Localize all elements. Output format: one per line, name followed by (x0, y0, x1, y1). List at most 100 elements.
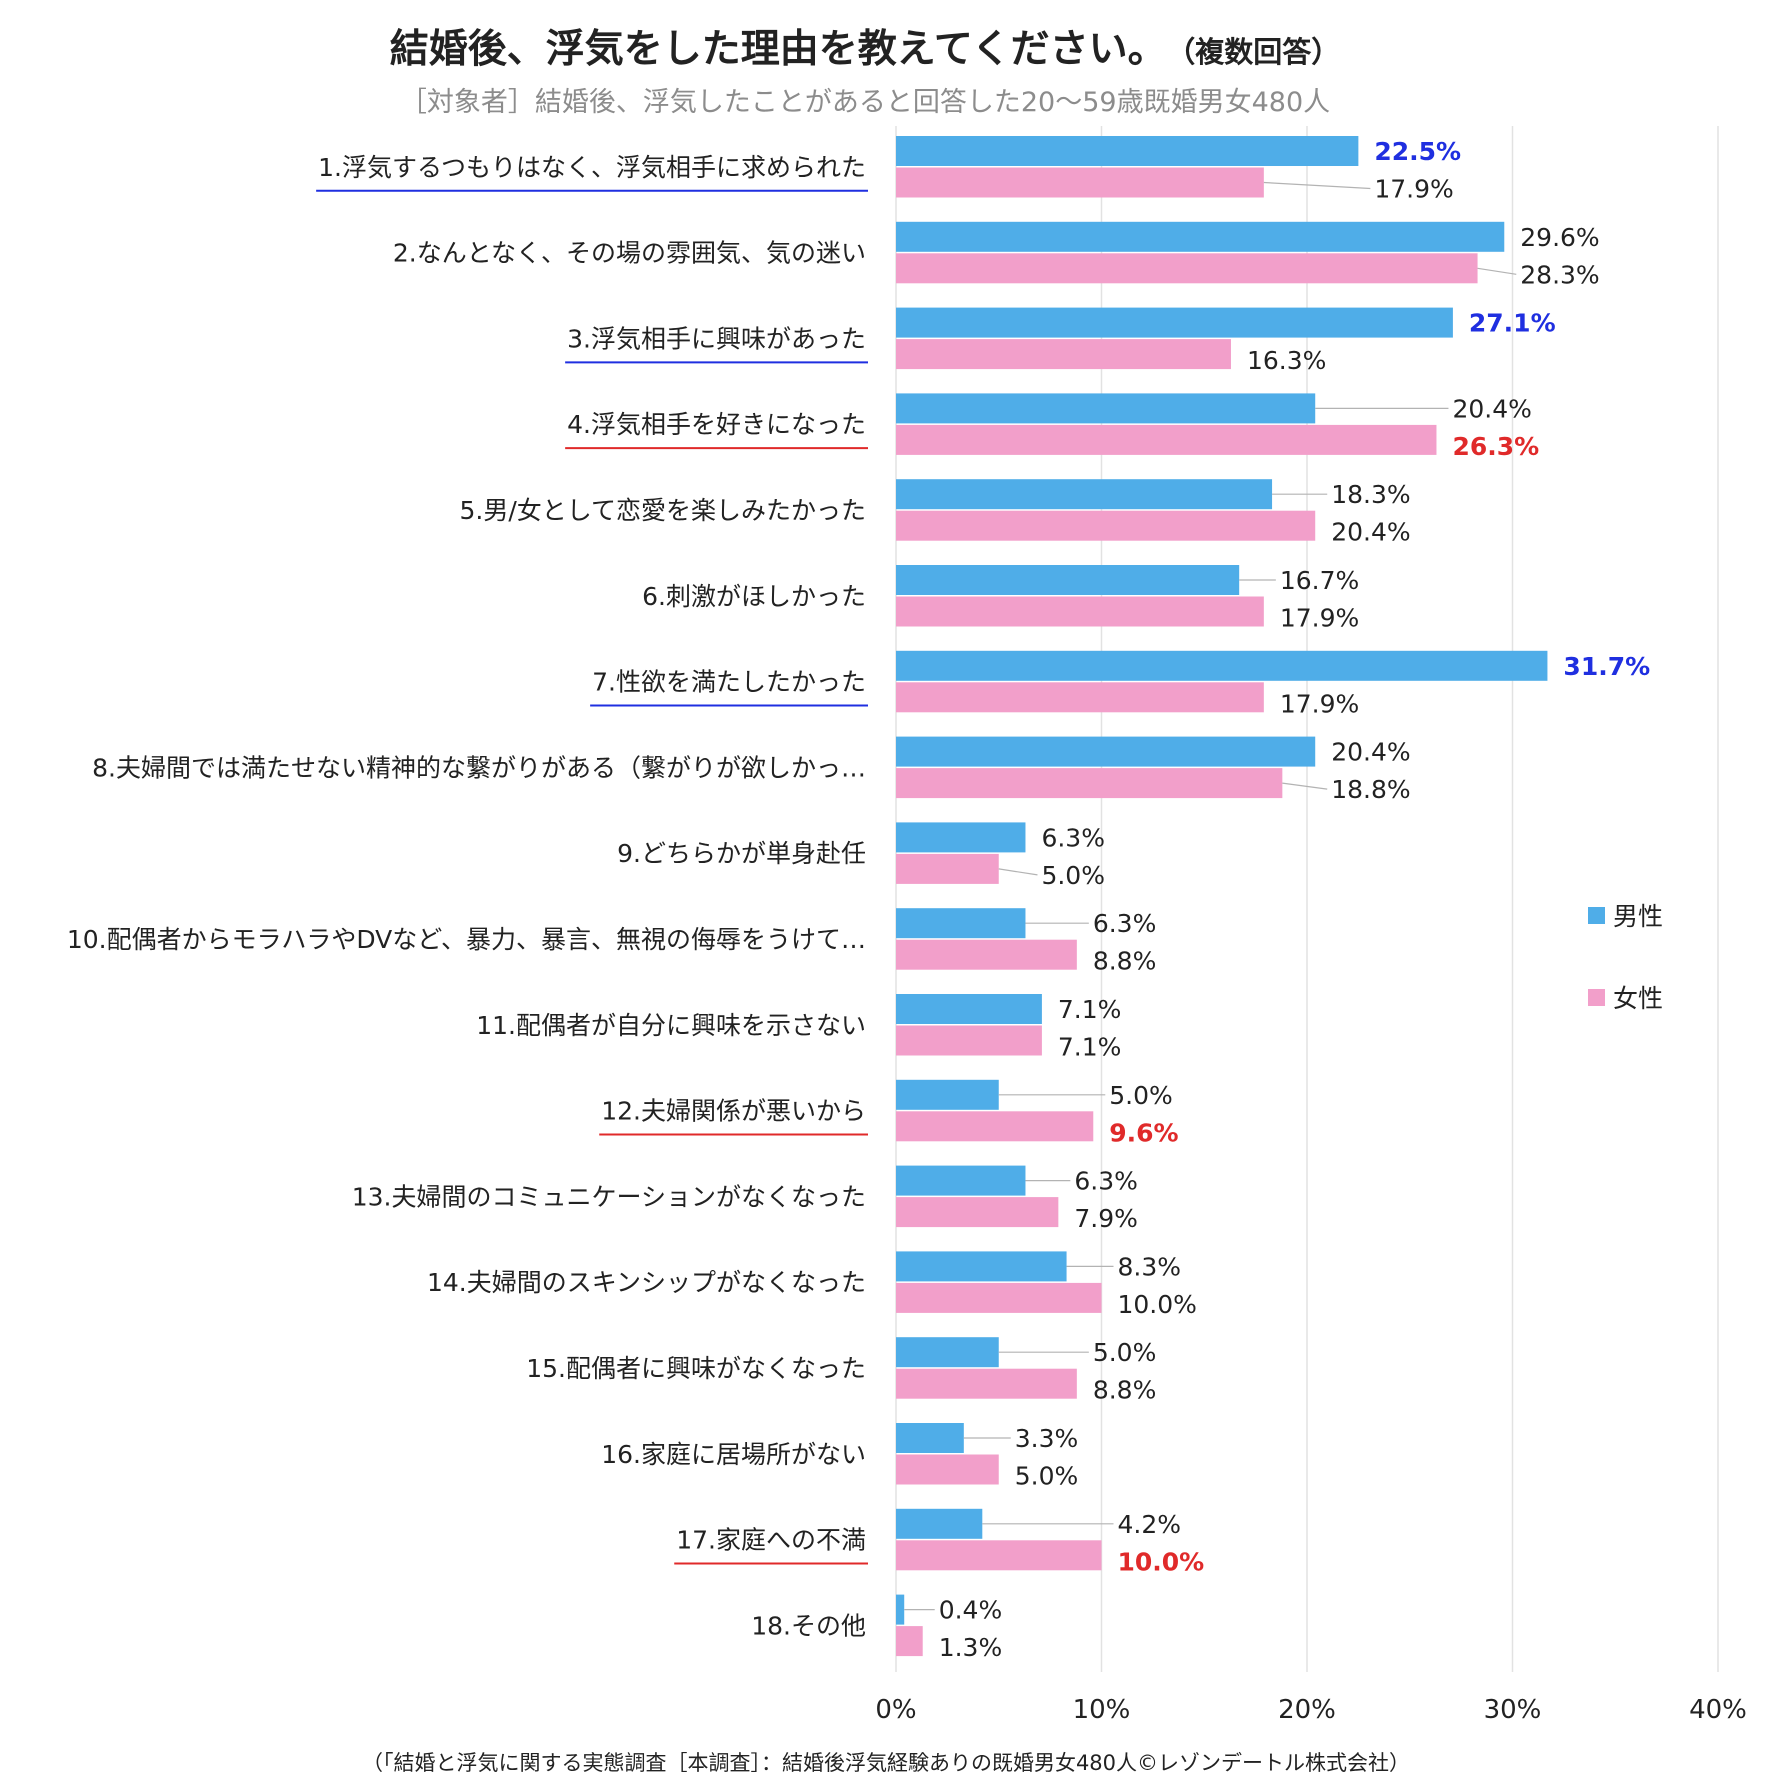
data-label-female: 17.9% (1280, 604, 1359, 633)
category-label: 16.家庭に居場所がない (601, 1440, 866, 1469)
legend-label-female: 女性 (1613, 984, 1664, 1013)
bar-female (896, 1197, 1059, 1228)
bar-male (896, 1165, 1026, 1196)
data-label-female: 18.8% (1331, 775, 1410, 804)
bar-female (896, 253, 1478, 284)
x-tick-label: 30% (1484, 1695, 1542, 1725)
category-label: 10.配偶者からモラハラやDVなど、暴力、暴言、無視の侮辱をうけて… (67, 925, 866, 954)
bar-female (896, 853, 999, 884)
category-label: 3.浮気相手に興味があった (567, 324, 866, 353)
category-label: 2.なんとなく、その場の雰囲気、気の迷い (393, 239, 866, 268)
bar-female (896, 1454, 999, 1485)
data-label-male: 6.3% (1074, 1167, 1138, 1196)
bar-female (896, 339, 1231, 370)
data-label-female: 8.8% (1093, 1376, 1157, 1405)
bar-male (896, 1079, 999, 1110)
legend-item-male: 男性 (1588, 900, 1664, 931)
bar-female (896, 424, 1437, 455)
bar-male (896, 479, 1273, 510)
chart-title-note: （複数回答） (1180, 35, 1341, 69)
data-label-male: 5.0% (1093, 1338, 1157, 1367)
bar-male (896, 994, 1042, 1024)
data-label-female: 8.8% (1093, 947, 1157, 976)
data-label-male: 29.6% (1520, 223, 1599, 252)
bar-male (896, 1337, 999, 1368)
bar-male (896, 393, 1316, 424)
bar-female (896, 1025, 1042, 1056)
data-label-male: 8.3% (1118, 1252, 1182, 1281)
data-label-male: 18.3% (1331, 480, 1410, 509)
category-label: 4.浮気相手を好きになった (567, 410, 866, 439)
category-label: 17.家庭への不満 (676, 1526, 866, 1555)
x-tick-label: 0% (875, 1695, 916, 1725)
category-label: 5.男/女として恋愛を楽しみたかった (459, 496, 866, 525)
data-label-male: 31.7% (1563, 652, 1650, 681)
data-label-male: 27.1% (1469, 309, 1556, 338)
category-label: 18.その他 (751, 1611, 866, 1640)
chart-title: 結婚後、浮気をした理由を教えてください。 （複数回答） (0, 18, 1730, 74)
category-label: 13.夫婦間のコミュニケーションがなくなった (352, 1182, 866, 1211)
bar-female (896, 1282, 1102, 1313)
bar-female (896, 596, 1264, 627)
data-label-male: 0.4% (939, 1596, 1003, 1625)
bar-male (896, 136, 1359, 166)
bar-male (896, 1594, 905, 1625)
category-label: 8.夫婦間では満たせない精神的な繋がりがある（繋がりが欲しかっ… (92, 753, 866, 782)
bar-male (896, 1423, 964, 1453)
bar-male (896, 1251, 1067, 1282)
bar-male (896, 650, 1548, 681)
bar-male (896, 221, 1505, 252)
data-label-female: 17.9% (1280, 689, 1359, 718)
x-tick-label: 40% (1689, 1695, 1747, 1725)
leader-line-female (1263, 181, 1371, 190)
data-label-female: 5.0% (1041, 861, 1105, 890)
data-label-female: 1.3% (939, 1633, 1003, 1662)
bar-female (896, 1111, 1094, 1142)
data-label-female: 16.3% (1247, 346, 1326, 375)
data-label-male: 20.4% (1452, 394, 1531, 423)
category-label: 15.配偶者に興味がなくなった (526, 1354, 866, 1383)
leader-line-female (1477, 267, 1517, 275)
x-tick-label: 20% (1278, 1695, 1336, 1725)
leader-line-female (1282, 782, 1328, 790)
x-tick-label: 10% (1073, 1695, 1131, 1725)
legend-label-male: 男性 (1613, 902, 1664, 931)
data-label-female: 7.9% (1074, 1204, 1138, 1233)
data-label-female: 20.4% (1331, 518, 1410, 547)
source-note: （「結婚と浮気に関する実態調査［本調査］：結婚後浮気経験ありの既婚男女480人©… (361, 1751, 1411, 1775)
data-label-female: 10.0% (1118, 1290, 1197, 1319)
category-label: 7.性欲を満たしたかった (592, 668, 866, 697)
legend: 男性 女性 (1588, 900, 1663, 1064)
bar-female (896, 1368, 1077, 1399)
category-label: 11.配偶者が自分に興味を示さない (476, 1011, 866, 1040)
data-label-female: 10.0% (1118, 1547, 1205, 1576)
bar-male (896, 1508, 983, 1539)
data-label-female: 28.3% (1520, 260, 1599, 289)
data-label-male: 20.4% (1331, 738, 1410, 767)
bar-male (896, 307, 1453, 338)
bar-female (896, 939, 1077, 970)
data-label-female: 5.0% (1015, 1462, 1079, 1491)
category-label: 9.どちらかが単身赴任 (617, 839, 866, 868)
bar-female (896, 510, 1316, 541)
data-label-female: 26.3% (1452, 432, 1539, 461)
bar-female (896, 167, 1264, 198)
data-label-male: 3.3% (1015, 1424, 1079, 1453)
category-label: 12.夫婦関係が悪いから (601, 1097, 866, 1126)
legend-swatch-female (1588, 988, 1605, 1006)
leader-line-female (998, 868, 1038, 876)
chart-title-main: 結婚後、浮気をした理由を教えてください。 (389, 27, 1167, 72)
chart-subtitle: ［対象者］結婚後、浮気したことがあると回答した20～59歳既婚男女480人 (399, 87, 1331, 118)
bar-male (896, 822, 1026, 853)
data-label-female: 7.1% (1058, 1033, 1122, 1062)
bar-male (896, 565, 1240, 595)
data-label-male: 22.5% (1374, 137, 1461, 166)
legend-swatch-male (1588, 906, 1605, 924)
bar-female (896, 1626, 923, 1657)
category-label: 1.浮気するつもりはなく、浮気相手に求められた (318, 153, 866, 182)
bar-female (896, 682, 1264, 713)
data-label-male: 6.3% (1093, 909, 1157, 938)
bar-female (896, 1540, 1102, 1571)
data-label-male: 7.1% (1058, 995, 1122, 1024)
category-label: 6.刺激がほしかった (642, 582, 866, 611)
